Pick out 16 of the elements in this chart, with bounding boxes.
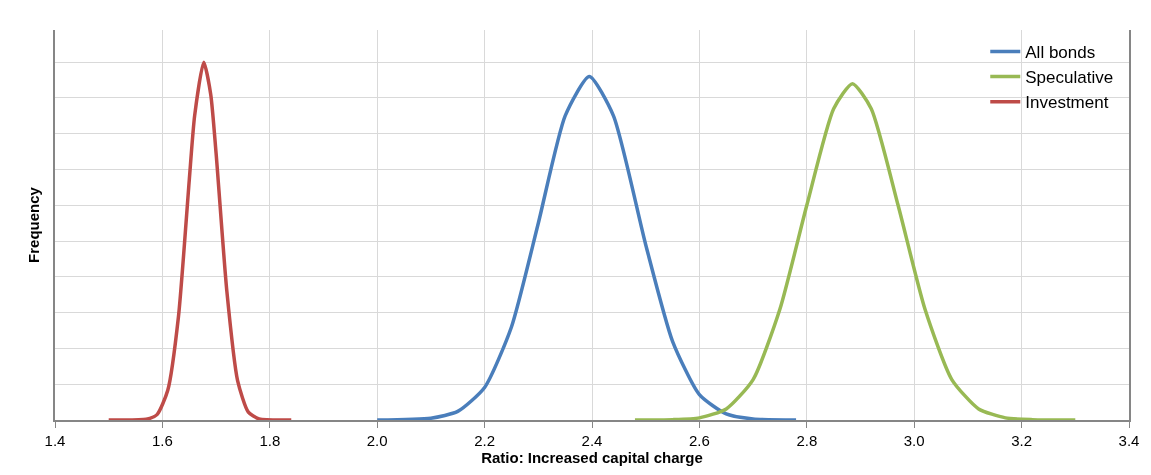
legend-label: All bonds xyxy=(1025,43,1096,63)
x-tick-label: 2.0 xyxy=(366,431,388,449)
x-tick-label: 2.4 xyxy=(581,431,603,449)
x-axis-title: Ratio: Increased capital charge xyxy=(481,448,703,466)
legend-label: Investment xyxy=(1025,93,1109,113)
x-tick-label: 1.4 xyxy=(44,431,66,449)
x-tick-label: 3.4 xyxy=(1118,431,1140,449)
x-tick-label: 2.6 xyxy=(688,431,710,449)
legend-label: Speculative xyxy=(1025,68,1114,88)
y-axis-title: Frequency xyxy=(25,186,42,263)
x-tick-label: 3.0 xyxy=(903,431,925,449)
x-tick-label: 2.8 xyxy=(796,431,818,449)
x-tick-label: 2.2 xyxy=(474,431,496,449)
x-tick-label: 1.6 xyxy=(151,431,173,449)
x-tick-label: 3.2 xyxy=(1011,431,1033,449)
x-tick-label: 1.8 xyxy=(259,431,281,449)
